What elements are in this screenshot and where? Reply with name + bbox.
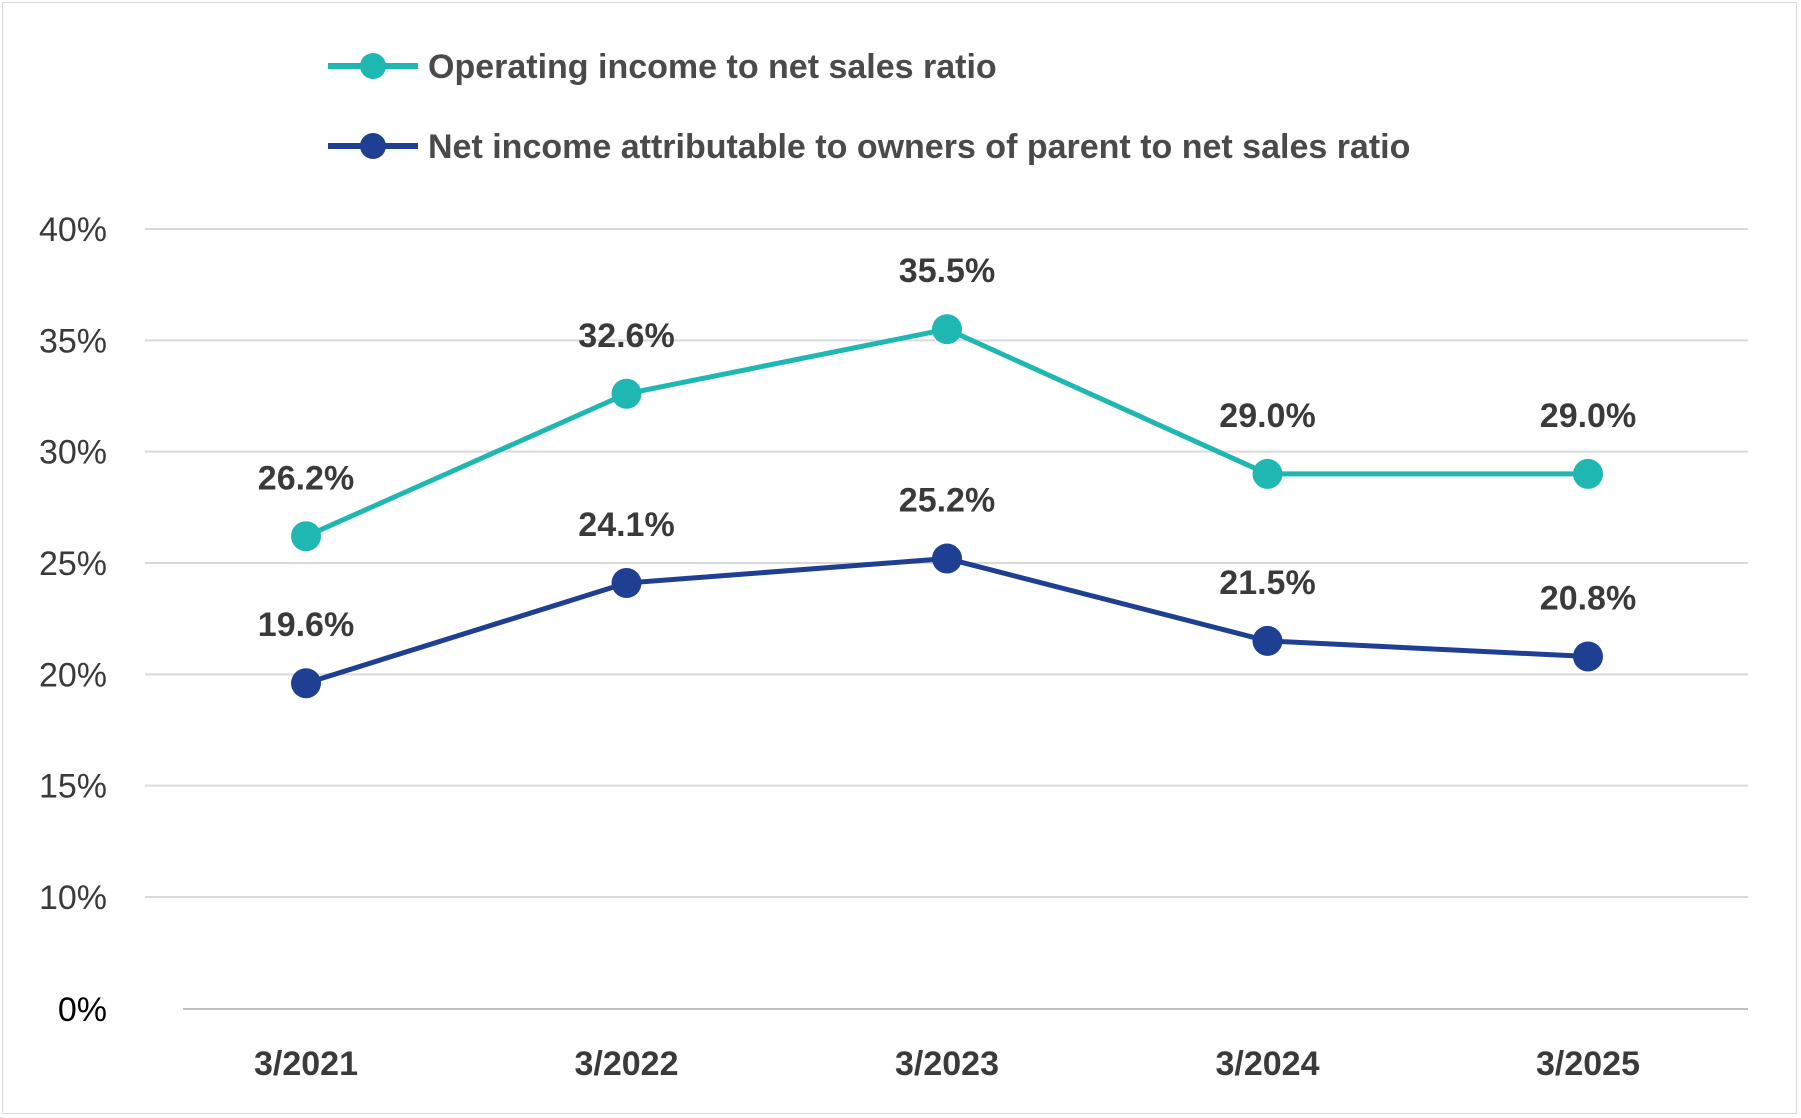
y-tick-label-40: 40% [39,211,107,249]
legend-label-1: Net income attributable to owners of par… [428,128,1410,166]
x-tick-label-3: 3/2024 [1216,1045,1320,1083]
data-label-1-4: 20.8% [1540,580,1636,618]
data-point-0-3 [1252,458,1283,489]
y-tick-label-30: 30% [39,434,107,472]
data-point-0-2 [932,314,962,345]
legend: Operating income to net sales ratio Net i… [328,48,1410,166]
data-label-0-4: 29.0% [1540,397,1636,435]
series-line-1 [305,556,1589,686]
legend-marker-0 [360,53,386,79]
data-point-0-1 [611,378,642,409]
y-tick-label-10: 10% [39,879,107,917]
data-label-1-1: 24.1% [578,506,674,544]
legend-item-1: Net income attributable to owners of par… [328,128,1410,166]
data-label-1-3: 21.5% [1219,564,1315,602]
data-point-1-4 [1573,641,1603,672]
x-tick-label-0: 3/2021 [254,1045,358,1083]
series-0: 26.2% 32.6% 35.5% 29.0% 29.0% [258,252,1636,552]
legend-label-0: Operating income to net sales ratio [428,48,997,86]
legend-item-0: Operating income to net sales ratio [328,48,997,86]
x-axis-ticks: 3/2021 3/2022 3/2023 3/2024 3/2025 [254,1045,1640,1083]
y-tick-label-25: 25% [39,545,107,583]
data-label-1-2: 25.2% [899,482,995,520]
y-tick-label-0: 0% [58,991,107,1029]
legend-marker-1 [360,133,386,159]
data-point-1-1 [611,568,642,599]
series-1: 19.6% 24.1% 25.2% 21.5% 20.8% [258,482,1636,699]
data-point-1-0 [291,668,321,699]
y-axis-ticks: 0% 10% 15% 20% 25% 30% 35% 40% [39,211,107,1029]
data-point-1-3 [1252,625,1283,656]
gridlines [145,228,1748,1010]
data-point-0-0 [291,521,321,552]
x-tick-label-4: 3/2025 [1536,1045,1640,1083]
x-tick-label-2: 3/2023 [895,1045,999,1083]
data-point-0-4 [1573,458,1603,489]
y-tick-label-35: 35% [39,322,107,360]
x-tick-label-1: 3/2022 [575,1045,679,1083]
data-label-0-1: 32.6% [578,317,674,355]
data-label-1-0: 19.6% [258,606,354,644]
data-label-0-0: 26.2% [258,459,354,497]
data-point-1-2 [932,543,962,574]
series-lines: 26.2% 32.6% 35.5% 29.0% 29.0% 19.6% 24.1% 25.2%… [258,252,1636,699]
data-label-0-3: 29.0% [1219,397,1315,435]
data-label-0-2: 35.5% [899,252,995,290]
y-tick-label-20: 20% [39,656,107,694]
line-chart: 0%10%15%20%25%30%35%40% 3/2021 3/2022 3/20… [39,48,1748,1083]
y-tick-label-15: 15% [39,768,107,806]
